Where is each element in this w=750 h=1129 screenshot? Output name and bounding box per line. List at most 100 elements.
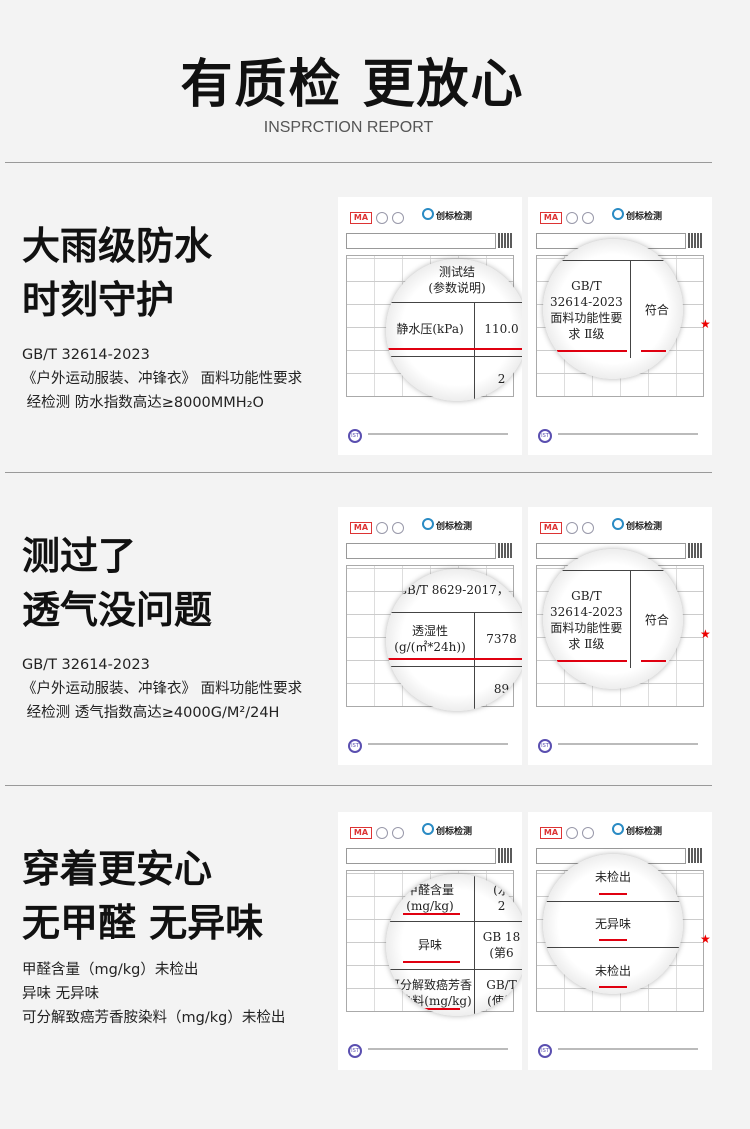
headline-line: 测过了: [22, 534, 137, 578]
red-underline: [641, 350, 667, 352]
cnas-logo: [392, 212, 404, 224]
lens-cell: GB/T (使用: [474, 969, 522, 1016]
red-underline: [386, 347, 522, 350]
cma-logo: MA: [350, 522, 372, 534]
lens-cell: 测试结 (参数说明): [428, 265, 486, 296]
lens-cell: 7378: [474, 612, 522, 666]
ist-seal-icon: IST: [348, 429, 362, 443]
lens-cell: GB/T 32614-2023 面料功能性要 求 Ⅱ级: [550, 588, 623, 651]
lens-row: 甲醛含量 (mg/kg) (水 2: [386, 874, 522, 922]
section-headline: 穿着更安心 无甲醛 无异味: [22, 842, 263, 950]
section-headline: 测过了 透气没问题: [22, 529, 212, 637]
ilac-logo: [376, 827, 388, 839]
brand-name: 创标检测: [436, 212, 473, 222]
spec-text: GB/T 32614-2023 《户外运动服装、冲锋衣》 面料功能性要求 经检测 …: [22, 653, 302, 725]
lens-cell: 静水压(kPa): [396, 322, 464, 337]
brand-name: 创标检测: [436, 522, 473, 532]
ist-seal-icon: IST: [538, 739, 552, 753]
spec-line: 《户外运动服装、冲锋衣》 面料功能性要求: [22, 681, 303, 697]
qr-code: [498, 233, 513, 248]
brand-logo-icon: [422, 518, 434, 530]
section-3: 穿着更安心 无甲醛 无异味 甲醛含量（mg/kg）未检出 异味 无异味 可分解致癌芳香胺…: [0, 785, 750, 1095]
cnas-logo: [582, 212, 594, 224]
lens-cell: 2: [474, 356, 522, 401]
headline-line: 无甲醛 无异味: [22, 901, 264, 945]
magnifier-lens: GB/T 32614-2023 面料功能性要 求 Ⅱ级 符合: [543, 549, 683, 689]
ilac-logo: [376, 212, 388, 224]
page-title: 有质检 更放心: [180, 55, 525, 115]
certification-logos: MA: [350, 827, 404, 841]
lens-row: 可分解致癌芳香 胺染料(mg/kg) GB/T (使用: [386, 968, 522, 1016]
magnifier-lens: 测试结 (参数说明) 静水压(kPa) 110.0 2: [386, 259, 522, 401]
spec-line: GB/T 32614-2023: [22, 657, 150, 673]
brand-name: 创标检测: [436, 827, 473, 837]
divider: [5, 162, 712, 163]
red-underline: [599, 985, 627, 988]
cma-logo: MA: [540, 522, 562, 534]
lens-cell: 甲醛含量 (mg/kg): [406, 882, 455, 913]
lens-cell: 透湿性 (g/(㎡*24h)): [394, 624, 466, 655]
divider: [5, 785, 712, 786]
brand-logo-icon: [612, 208, 624, 220]
ilac-logo: [566, 827, 578, 839]
lens-row: 异味 GB 18 (第6: [386, 921, 522, 969]
footer-text: [558, 743, 698, 745]
inspection-report-image: MA 创标检测 IST ★ GB/T 32614-2023 面料功能性要 求 Ⅱ级…: [528, 197, 712, 455]
lens-cell: 可分解致癌芳香 胺染料(mg/kg): [388, 977, 473, 1008]
inspection-report-image: MA 创标检测 IST GB/T 8629-2017，4 透湿性 (g/(㎡*24…: [338, 507, 522, 765]
report-header-table: [346, 543, 496, 559]
report-header-table: [346, 233, 496, 249]
inspection-report-image: MA 创标检测 IST 甲醛含量 (mg/kg) (水 2 异味 GB 18 (第6 可…: [338, 812, 522, 1070]
magnifier-lens: 甲醛含量 (mg/kg) (水 2 异味 GB 18 (第6 可分解致癌芳香 胺染料(m…: [386, 874, 522, 1016]
cma-logo: MA: [350, 827, 372, 839]
spec-line: 经检测 透气指数高达≥4000G/M²/24H: [22, 705, 280, 721]
section-headline: 大雨级防水 时刻守护: [22, 219, 212, 327]
lens-cell: [386, 667, 474, 711]
spec-line: GB/T 32614-2023: [22, 347, 150, 363]
red-underline: [641, 660, 667, 662]
ist-seal-icon: IST: [348, 1044, 362, 1058]
divider: [5, 472, 712, 473]
cnas-logo: [392, 827, 404, 839]
spec-line: 《户外运动服装、冲锋衣》 面料功能性要求: [22, 371, 303, 387]
magnifier-lens: GB/T 32614-2023 面料功能性要 求 Ⅱ级 符合: [543, 239, 683, 379]
cma-logo: MA: [540, 827, 562, 839]
brand-logo-icon: [612, 518, 624, 530]
lens-row: 透湿性 (g/(㎡*24h)) 7378: [386, 611, 522, 666]
footer-text: [558, 433, 698, 435]
footer-text: [368, 1048, 508, 1050]
lens-row: 2: [386, 355, 522, 401]
cnas-logo: [582, 827, 594, 839]
spec-line: 经检测 防水指数高达≥8000MMH₂O: [22, 395, 264, 411]
brand-logo-icon: [612, 823, 624, 835]
brand-logo-icon: [422, 823, 434, 835]
lens-row: 无异味: [543, 900, 683, 948]
red-underline: [403, 913, 460, 916]
section-1: 大雨级防水时刻守护 GB/T 32614-2023 《户外运动服装、冲锋衣》 面料功…: [0, 162, 750, 472]
certification-logos: MA: [540, 827, 594, 841]
lens-cell: GB/T 8629-2017，4: [397, 583, 517, 598]
footer-text: [368, 433, 508, 435]
lens-cell: 异味: [418, 938, 443, 953]
inspection-report-image: MA 创标检测 IST ★ GB/T 32614-2023 面料功能性要 求 Ⅱ级…: [528, 507, 712, 765]
inspection-report-image: MA 创标检测 IST ★ 未检出 无异味 未检出: [528, 812, 712, 1070]
lens-row: 未检出: [543, 947, 683, 994]
spec-text: 甲醛含量（mg/kg）未检出 异味 无异味 可分解致癌芳香胺染料（mg/kg）未检出: [22, 958, 285, 1030]
red-stamp-icon: ★: [700, 932, 711, 946]
qr-code: [498, 543, 513, 558]
headline-line: 透气没问题: [22, 588, 213, 632]
headline-line: 时刻守护: [22, 278, 175, 322]
qr-code: [688, 233, 703, 248]
footer-text: [368, 743, 508, 745]
cnas-logo: [582, 522, 594, 534]
spec-line: 甲醛含量（mg/kg）未检出: [22, 962, 199, 978]
lens-cell: GB 18 (第6: [474, 922, 522, 969]
red-underline: [403, 1007, 460, 1010]
lens-cell: 未检出: [594, 964, 631, 979]
cnas-logo: [392, 522, 404, 534]
lens-cell: 89: [474, 666, 522, 711]
headline-line: 大雨级防水: [22, 224, 213, 268]
red-stamp-icon: ★: [700, 627, 711, 641]
red-underline: [557, 350, 627, 352]
spec-line: 可分解致癌芳香胺染料（mg/kg）未检出: [22, 1010, 286, 1026]
